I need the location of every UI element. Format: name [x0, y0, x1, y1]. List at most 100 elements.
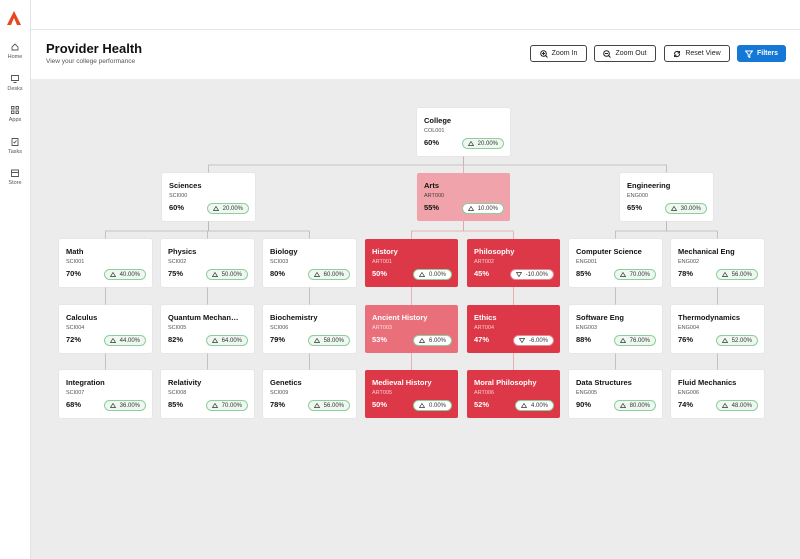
node-code: ENG004 — [678, 325, 700, 331]
node-code: SCI004 — [66, 325, 85, 331]
node-score: 80% — [270, 269, 286, 278]
change-badge: 50.00% — [205, 269, 248, 280]
node-code: ART001 — [372, 259, 393, 265]
change-badge: 52.00% — [715, 335, 758, 346]
node-card[interactable]: Fluid Mechanics ENG006 74% 48.00% — [671, 370, 764, 418]
node-code: ART004 — [474, 325, 495, 331]
node-score: 68% — [66, 400, 82, 409]
trend-icon — [109, 338, 116, 343]
node-code: SCI002 — [168, 259, 187, 265]
nav-icon — [11, 43, 19, 51]
change-value: 56.00% — [731, 271, 752, 278]
change-value: 70.00% — [629, 271, 650, 278]
nav-item[interactable]: Desks — [0, 74, 30, 92]
node-name: Genetics — [270, 378, 302, 387]
reset-view-button[interactable]: Reset View — [664, 45, 730, 62]
node-card[interactable]: Sciences SCI000 60% 20.00% — [162, 173, 255, 221]
change-value: 76.00% — [629, 337, 650, 344]
nav-icon — [11, 106, 19, 114]
node-code: SCI000 — [169, 193, 188, 199]
zoom-in-button[interactable]: Zoom In — [530, 45, 587, 62]
nav-item[interactable]: Store — [0, 168, 30, 186]
change-value: 60.00% — [323, 271, 344, 278]
node-card[interactable]: Calculus SCI004 72% 44.00% — [59, 305, 152, 353]
node-card[interactable]: Quantum Mechanics SCI005 82% 64.00% — [161, 305, 254, 353]
node-card[interactable]: Arts ART000 55% 10.00% — [417, 173, 510, 221]
change-value: 20.00% — [222, 205, 243, 212]
node-card[interactable]: Ancient History ART003 53% 6.00% — [365, 305, 458, 353]
edges — [105, 156, 718, 370]
node-score: 88% — [576, 335, 592, 344]
trend-icon — [313, 272, 320, 277]
nav-label: Store — [8, 180, 22, 186]
node-code: ENG005 — [576, 390, 598, 396]
node-card[interactable]: Integration SCI007 68% 36.00% — [59, 370, 152, 418]
node-card[interactable]: Biology SCI003 80% 60.00% — [263, 239, 356, 287]
node-card[interactable]: College COL001 60% 20.00% — [417, 108, 510, 156]
change-value: 44.00% — [119, 337, 140, 344]
change-badge: 36.00% — [103, 400, 146, 411]
logo[interactable] — [6, 10, 22, 26]
trend-icon — [109, 272, 116, 277]
nav-item[interactable]: Home — [0, 42, 30, 60]
change-badge: 56.00% — [307, 400, 350, 411]
trend-icon — [212, 206, 219, 211]
node-code: ART006 — [474, 390, 495, 396]
node-card[interactable]: Engineering ENG000 65% 30.00% — [620, 173, 713, 221]
node-card[interactable]: Ethics ART004 47% -6.00% — [467, 305, 560, 353]
node-name: Ethics — [474, 313, 497, 322]
node-name: Biology — [270, 247, 298, 256]
button-label: Filters — [756, 50, 778, 57]
zoom-out-button[interactable]: Zoom Out — [594, 45, 656, 62]
page-header: Provider Health View your college perfor… — [31, 30, 800, 79]
node-card[interactable]: Relativity SCI008 85% 70.00% — [161, 370, 254, 418]
node-score: 75% — [168, 269, 184, 278]
sidebar: Home Desks Apps Tasks Store — [0, 0, 31, 559]
node-card[interactable]: Medieval History ART005 50% 0.00% — [365, 370, 458, 418]
nav-item[interactable]: Tasks — [0, 137, 30, 155]
node-card[interactable]: Math SCI001 70% 40.00% — [59, 239, 152, 287]
change-value: 30.00% — [680, 205, 701, 212]
node-name: College — [424, 116, 452, 125]
change-value: 80.00% — [629, 402, 650, 409]
node-score: 78% — [270, 400, 286, 409]
node-score: 78% — [678, 269, 694, 278]
node-code: SCI003 — [270, 259, 289, 265]
node-card[interactable]: Biochemistry SCI006 79% 58.00% — [263, 305, 356, 353]
node-name: Medieval History — [372, 378, 432, 387]
node-score: 52% — [474, 400, 490, 409]
node-score: 50% — [372, 269, 388, 278]
change-value: -10.00% — [525, 271, 548, 278]
node-card[interactable]: History ART001 50% 0.00% — [365, 239, 458, 287]
node-code: ENG006 — [678, 390, 700, 396]
node-card[interactable]: Data Structures ENG005 90% 80.00% — [569, 370, 662, 418]
edge — [105, 221, 209, 239]
node-code: ENG000 — [627, 193, 649, 199]
node-card[interactable]: Computer Science ENG001 85% 70.00% — [569, 239, 662, 287]
node-card[interactable]: Software Eng ENG003 88% 76.00% — [569, 305, 662, 353]
change-badge: 40.00% — [103, 269, 146, 280]
trend-icon — [418, 403, 425, 408]
node-code: SCI009 — [270, 390, 289, 396]
node-code: SCI008 — [168, 390, 187, 396]
node-code: ART005 — [372, 390, 393, 396]
nav-label: Tasks — [7, 148, 23, 155]
page-subtitle: View your college performance — [46, 58, 136, 65]
node-card[interactable]: Philosophy ART002 45% -10.00% — [467, 239, 560, 287]
node-name: Thermodynamics — [678, 313, 741, 322]
node-card[interactable]: Genetics SCI009 78% 56.00% — [263, 370, 356, 418]
node-card[interactable]: Mechanical Eng ENG002 78% 56.00% — [671, 239, 764, 287]
button-label: Zoom In — [551, 50, 578, 57]
trend-icon — [211, 272, 218, 277]
nav-label: Desks — [7, 85, 23, 92]
nav-item[interactable]: Apps — [0, 105, 30, 123]
tree-canvas: College COL001 60% 20.00% Sciences SCI000 60% 2… — [31, 79, 800, 559]
edge — [666, 221, 718, 239]
node-card[interactable]: Moral Philosophy ART006 52% 4.00% — [467, 370, 560, 418]
filters-button[interactable]: Filters — [737, 45, 786, 62]
node-card[interactable]: Physics SCI002 75% 50.00% — [161, 239, 254, 287]
node-card[interactable]: Thermodynamics ENG004 76% 52.00% — [671, 305, 764, 353]
node-name: Ancient History — [372, 313, 428, 322]
trend-icon — [313, 338, 320, 343]
